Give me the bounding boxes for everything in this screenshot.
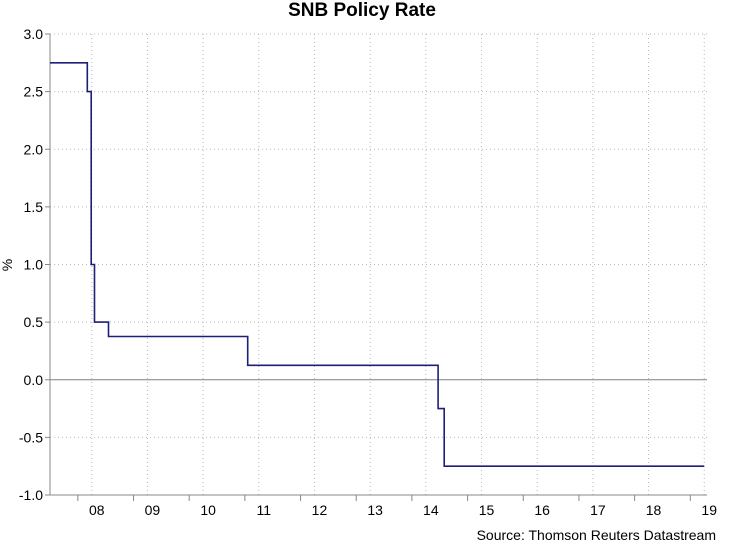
x-tick-label: 10: [200, 502, 216, 518]
series-line: [50, 62, 705, 467]
x-tick-label: 09: [145, 502, 161, 518]
x-tick-label: 11: [257, 502, 272, 518]
y-tick-label: 3.0: [24, 26, 44, 42]
y-tick-label: 1.0: [24, 257, 44, 273]
x-axis-ticks: 08 09 10 11 12 13 14 15 16 17 18 19: [77, 495, 717, 518]
x-tick-label: 12: [312, 502, 328, 518]
y-tick-label: 0.0: [24, 372, 44, 388]
x-tick-label: 16: [534, 502, 550, 518]
x-tick-label: 08: [89, 502, 105, 518]
x-tick-label: 15: [479, 502, 495, 518]
x-tick-label: 19: [701, 502, 717, 518]
y-axis-label: %: [0, 259, 15, 271]
y-tick-label: -1.0: [19, 487, 43, 503]
y-tick-label: 1.5: [24, 199, 44, 215]
y-tick-label: 2.5: [24, 84, 44, 100]
x-tick-label: 18: [646, 502, 662, 518]
x-tick-label: 13: [367, 502, 383, 518]
grid: [50, 33, 707, 496]
y-tick-label: -0.5: [19, 429, 43, 445]
y-tick-label: 2.0: [24, 141, 44, 157]
y-axis-ticks: 3.0 2.5 2.0 1.5 1.0 0.5 0.0 -0.5 -1.0: [19, 26, 50, 503]
x-tick-label: 14: [423, 502, 439, 518]
source-note: Source: Thomson Reuters Datastream: [477, 527, 716, 543]
y-tick-label: 0.5: [24, 314, 44, 330]
x-tick-label: 17: [590, 502, 606, 518]
chart-title: SNB Policy Rate: [288, 0, 436, 21]
